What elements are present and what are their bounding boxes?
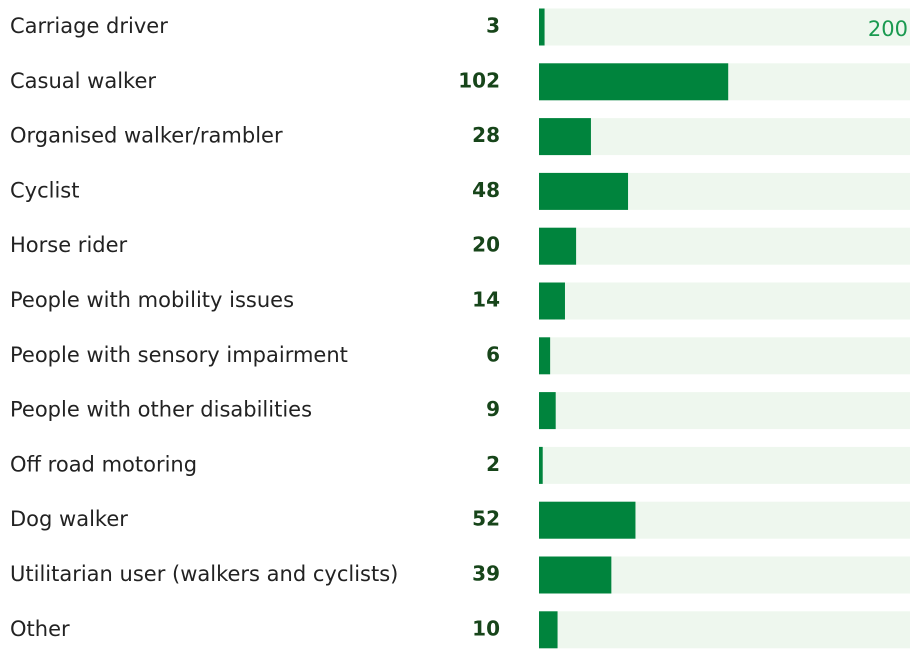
value-label: 6 [486, 342, 500, 366]
value-label: 28 [472, 123, 500, 147]
bar [539, 118, 591, 156]
category-label: Cyclist [10, 178, 79, 202]
value-label: 2 [486, 452, 500, 476]
bar [539, 63, 729, 101]
bar [539, 446, 543, 484]
bar-track [539, 392, 910, 430]
bar-track [539, 446, 910, 484]
category-label: Carriage driver [10, 14, 168, 38]
bar [539, 172, 629, 210]
bar [539, 501, 636, 539]
bar [539, 227, 577, 265]
bar [539, 282, 565, 320]
category-label: Other [10, 617, 70, 641]
value-label: 20 [472, 233, 500, 257]
bar [539, 556, 612, 594]
category-label: Horse rider [10, 233, 128, 257]
value-label: 14 [472, 288, 500, 312]
bar-track [539, 8, 910, 46]
category-label: Dog walker [10, 507, 128, 531]
bar-track [539, 611, 910, 649]
bar-track [539, 337, 910, 375]
bar [539, 611, 558, 649]
bar-track [539, 282, 910, 320]
bar [539, 337, 551, 375]
category-label: Utilitarian user (walkers and cyclists) [10, 562, 398, 586]
category-label: People with mobility issues [10, 288, 294, 312]
category-label: Casual walker [10, 69, 156, 93]
value-label: 10 [472, 616, 500, 640]
category-label: Off road motoring [10, 452, 197, 476]
value-label: 39 [472, 562, 500, 586]
category-label: People with other disabilities [10, 398, 312, 422]
bar-track [539, 118, 910, 156]
category-label: Organised walker/rambler [10, 124, 283, 148]
bar [539, 392, 556, 430]
x-tick-label: 200 [868, 17, 908, 41]
bar [539, 8, 545, 46]
value-label: 48 [472, 178, 500, 202]
value-label: 9 [486, 397, 500, 421]
value-label: 3 [486, 14, 500, 38]
value-label: 102 [458, 68, 500, 92]
bar-track [539, 227, 910, 265]
value-label: 52 [472, 507, 500, 531]
category-label: People with sensory impairment [10, 343, 348, 367]
